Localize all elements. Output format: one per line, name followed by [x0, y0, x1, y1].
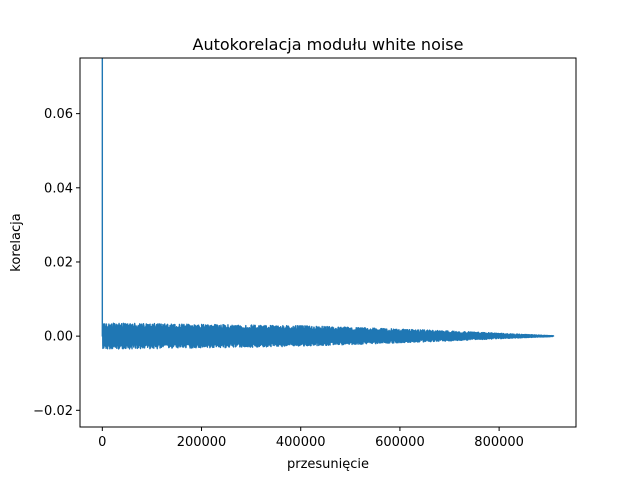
x-axis-label: przesunięcie: [287, 457, 369, 472]
noise-band: [102, 326, 554, 346]
series-layer: [101, 58, 555, 350]
x-tick-label: 600000: [375, 435, 425, 450]
chart-title: Autokorelacja modułu white noise: [193, 35, 464, 54]
y-tick-label: 0.06: [44, 107, 73, 122]
x-tick-label: 200000: [177, 435, 227, 450]
series-line: [101, 58, 555, 350]
y-tick-label: −0.02: [33, 404, 73, 419]
plot-frame: [79, 57, 577, 428]
x-tick-label: 400000: [276, 435, 326, 450]
y-axis-label: korelacja: [9, 213, 24, 271]
y-tick-label: 0.04: [44, 181, 73, 196]
x-tick-label: 800000: [474, 435, 524, 450]
plot-area: [101, 58, 555, 350]
x-axis: 0 200000 400000 600000 800000: [98, 427, 524, 450]
y-tick-label: 0.00: [44, 330, 73, 345]
y-axis: −0.02 0.00 0.02 0.04 0.06: [33, 107, 80, 419]
y-tick-label: 0.02: [44, 255, 73, 270]
x-tick-label: 0: [98, 435, 106, 450]
